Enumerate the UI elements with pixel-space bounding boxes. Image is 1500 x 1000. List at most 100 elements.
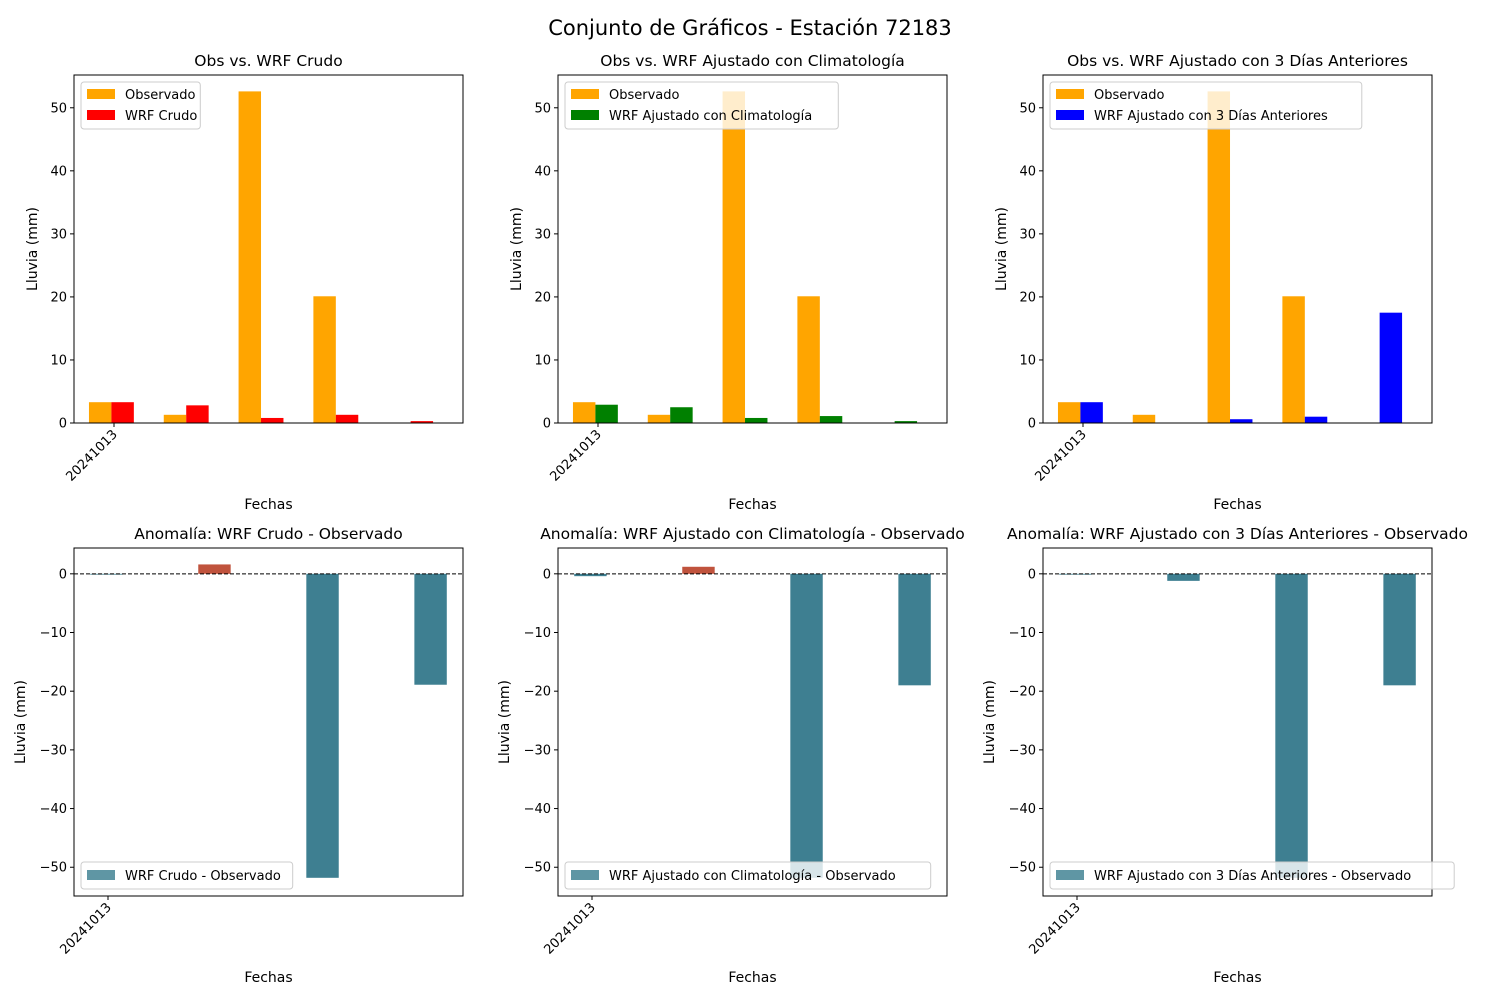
legend-box bbox=[80, 861, 294, 890]
anomaly-bar-3 bbox=[898, 573, 931, 686]
y-axis-label: Lluvia (mm) bbox=[509, 207, 525, 291]
y-tick-label: 0 bbox=[1028, 567, 1036, 582]
legend-label-0: WRF Ajustado con 3 Días Anteriores - Obs… bbox=[1094, 869, 1411, 884]
legend-swatch-1 bbox=[1056, 110, 1084, 120]
y-tick-label: −20 bbox=[40, 685, 67, 700]
chart-panel-obs-vs-clim: 0 10 20 30 40 50 20241013 Obs vs. WRF Ajustado … bbox=[509, 52, 948, 513]
axes-frame bbox=[1042, 74, 1433, 424]
chart-panel-obs-vs-3d: 0 10 20 30 40 50 20241013 Obs vs. WRF Ajustado … bbox=[994, 52, 1433, 513]
anomaly-bar-1 bbox=[682, 566, 715, 574]
x-axis-label: Fechas bbox=[728, 497, 776, 513]
legend-swatch-0 bbox=[87, 89, 115, 99]
y-tick-label: 30 bbox=[1019, 227, 1036, 242]
bar-wrf-ajustado-con-3-d-as-anteriores-3 bbox=[1304, 416, 1328, 423]
legend-swatch-0 bbox=[571, 89, 599, 99]
y-tick-label: 40 bbox=[1019, 164, 1036, 179]
x-tick-label: 20241013 bbox=[1032, 427, 1089, 484]
anomaly-bar-3 bbox=[1383, 573, 1416, 686]
chart-panel-anom-clim: 0 −10 −20 −30 −40 −50 20241013 Anomalía: WRF Aj… bbox=[497, 525, 965, 986]
bar-wrf-ajustado-con-climatolog-a-4 bbox=[894, 421, 918, 423]
bar-wrf-ajustado-con-3-d-as-anteriores-2 bbox=[1230, 419, 1253, 423]
legend: WRF Ajustado con Climatología - Observad… bbox=[564, 861, 932, 890]
figure-suptitle: Conjunto de Gráficos - Estación 72183 bbox=[548, 16, 952, 40]
x-axis-label: Fechas bbox=[728, 970, 776, 986]
y-tick-label: −20 bbox=[524, 685, 551, 700]
anomaly-bar-2 bbox=[1275, 573, 1308, 878]
legend: Observado WRF Crudo bbox=[80, 81, 201, 130]
y-tick-label: −30 bbox=[1009, 743, 1036, 758]
axes-frame bbox=[557, 547, 948, 897]
y-tick-label: 0 bbox=[1028, 417, 1036, 432]
y-tick-label: 40 bbox=[534, 164, 551, 179]
legend-swatch-0 bbox=[571, 870, 599, 880]
y-tick-label: 10 bbox=[1019, 353, 1036, 368]
bar-wrf-crudo-2 bbox=[261, 417, 284, 423]
bar-wrf-crudo-0 bbox=[111, 402, 134, 423]
x-axis-label: Fechas bbox=[244, 497, 292, 513]
legend-label-0: WRF Ajustado con Climatología - Observad… bbox=[609, 869, 896, 884]
legend: WRF Crudo - Observado bbox=[80, 861, 294, 890]
legend-box bbox=[1049, 861, 1455, 890]
legend-label-0: Observado bbox=[125, 88, 196, 103]
y-tick-label: −40 bbox=[40, 802, 67, 817]
legend-label-1: WRF Crudo bbox=[125, 109, 197, 124]
y-tick-label: −40 bbox=[524, 802, 551, 817]
x-axis-label: Fechas bbox=[1213, 970, 1261, 986]
legend-swatch-1 bbox=[571, 110, 599, 120]
y-tick-label: 0 bbox=[59, 567, 67, 582]
y-tick-label: −10 bbox=[1009, 626, 1036, 641]
legend-swatch-0 bbox=[87, 870, 115, 880]
bar-observado-3 bbox=[797, 296, 820, 423]
legend-swatch-0 bbox=[1056, 89, 1084, 99]
bar-observado-1 bbox=[163, 414, 187, 423]
x-axis-label: Fechas bbox=[1213, 497, 1261, 513]
y-axis-label: Lluvia (mm) bbox=[982, 680, 998, 764]
legend-box bbox=[564, 81, 839, 130]
bar-wrf-ajustado-con-climatolog-a-2 bbox=[745, 417, 768, 423]
chart-title: Anomalía: WRF Crudo - Observado bbox=[134, 525, 403, 543]
y-tick-label: 20 bbox=[1019, 290, 1036, 305]
bar-wrf-ajustado-con-3-d-as-anteriores-4 bbox=[1379, 312, 1403, 423]
axes-frame bbox=[73, 74, 464, 424]
y-tick-label: 10 bbox=[534, 353, 551, 368]
chart-title: Obs vs. WRF Ajustado con 3 Días Anterior… bbox=[1067, 52, 1408, 70]
y-tick-label: −20 bbox=[1009, 685, 1036, 700]
bar-observado-0 bbox=[572, 402, 596, 423]
y-tick-label: 20 bbox=[534, 290, 551, 305]
x-tick-label: 20241013 bbox=[57, 900, 114, 957]
axes-frame bbox=[1042, 547, 1433, 897]
bar-wrf-crudo-1 bbox=[186, 405, 209, 423]
legend-label-0: WRF Crudo - Observado bbox=[125, 869, 281, 884]
bar-wrf-ajustado-con-climatolog-a-1 bbox=[670, 407, 693, 423]
bar-wrf-ajustado-con-3-d-as-anteriores-0 bbox=[1080, 402, 1103, 423]
bar-observado-2 bbox=[722, 91, 746, 424]
y-tick-label: 30 bbox=[50, 227, 67, 242]
chart-panel-anom-crudo: 0 −10 −20 −30 −40 −50 20241013 Anomalía: WRF Cr… bbox=[13, 525, 464, 986]
y-tick-label: −30 bbox=[40, 743, 67, 758]
y-tick-label: −40 bbox=[1009, 802, 1036, 817]
bar-observado-1 bbox=[647, 414, 671, 423]
legend-swatch-0 bbox=[1056, 870, 1084, 880]
bar-wrf-crudo-3 bbox=[335, 414, 359, 423]
y-tick-label: 20 bbox=[50, 290, 67, 305]
legend: WRF Ajustado con 3 Días Anteriores - Obs… bbox=[1049, 861, 1455, 890]
chart-title: Anomalía: WRF Ajustado con 3 Días Anteri… bbox=[1007, 525, 1468, 543]
bar-observado-3 bbox=[1282, 296, 1305, 423]
legend: Observado WRF Ajustado con Climatología bbox=[564, 81, 839, 130]
y-tick-label: −10 bbox=[40, 626, 67, 641]
bar-wrf-ajustado-con-climatolog-a-3 bbox=[819, 416, 843, 423]
y-tick-label: 50 bbox=[534, 101, 551, 116]
chart-title: Obs vs. WRF Crudo bbox=[194, 52, 342, 70]
y-tick-label: −30 bbox=[524, 743, 551, 758]
chart-title: Obs vs. WRF Ajustado con Climatología bbox=[600, 52, 905, 70]
bar-wrf-crudo-4 bbox=[410, 421, 434, 423]
bar-observado-3 bbox=[313, 296, 336, 423]
y-tick-label: 0 bbox=[543, 567, 551, 582]
x-tick-label: 20241013 bbox=[63, 427, 120, 484]
y-axis-label: Lluvia (mm) bbox=[13, 680, 29, 764]
y-tick-label: 0 bbox=[59, 417, 67, 432]
anomaly-bar-1 bbox=[198, 564, 231, 574]
y-axis-label: Lluvia (mm) bbox=[497, 680, 513, 764]
anomaly-bar-2 bbox=[790, 573, 823, 878]
